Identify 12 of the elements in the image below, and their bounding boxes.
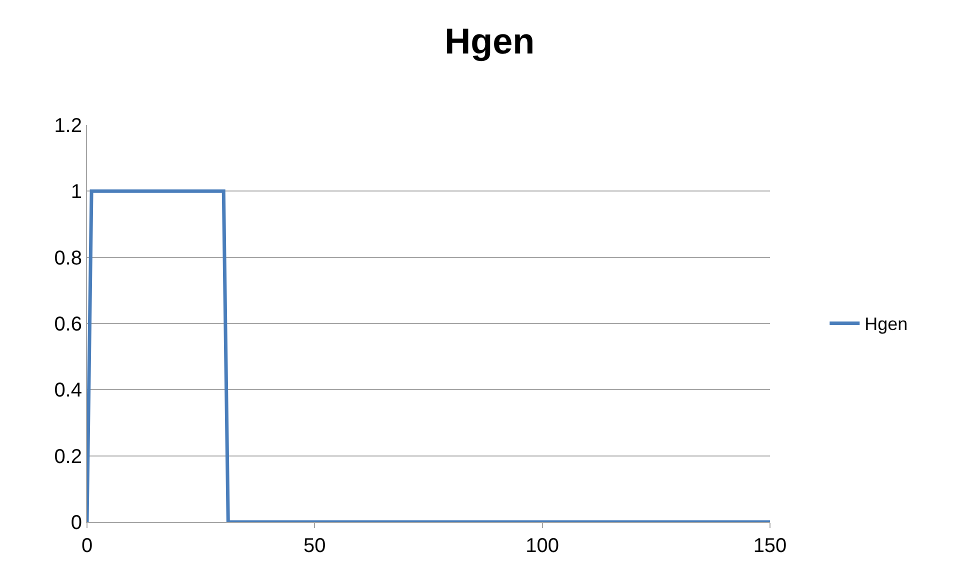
x-tick-label: 100 (526, 535, 560, 557)
y-tick-label: 1 (70, 181, 82, 204)
x-tick-label: 50 (304, 535, 326, 557)
y-tick-label: 1.2 (54, 115, 82, 137)
y-tick-label: 0 (70, 512, 82, 534)
x-tick-label: 150 (753, 535, 787, 557)
y-tick-label: 0.6 (54, 314, 82, 336)
y-tick-label: 0.8 (54, 247, 82, 270)
chart-title: Hgen (444, 20, 535, 62)
y-tick-label: 0.2 (54, 446, 82, 468)
legend-label: Hgen (864, 314, 908, 334)
y-tick-label: 0.4 (54, 380, 82, 402)
